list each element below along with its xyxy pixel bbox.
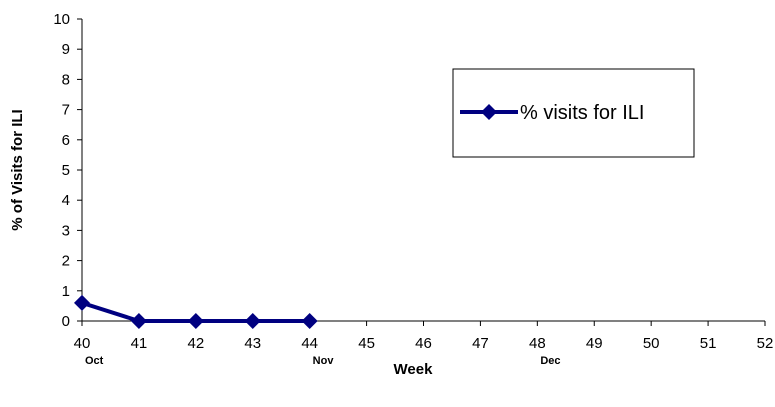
data-point-marker <box>74 294 90 311</box>
y-tick-label: 8 <box>62 71 70 88</box>
y-tick-label: 4 <box>62 192 70 209</box>
series-layer <box>74 294 318 329</box>
x-tick-label: 42 <box>187 335 204 352</box>
month-labels: Oct Nov Dec <box>85 355 561 367</box>
x-tick-label: 41 <box>131 335 148 352</box>
month-label: Nov <box>313 355 335 367</box>
legend-series-label: % visits for ILI <box>520 102 644 124</box>
y-tick-label: 2 <box>62 253 70 270</box>
y-tick-label: 1 <box>62 283 70 300</box>
data-point-marker <box>301 313 318 329</box>
y-ticks: 0 1 2 3 4 5 6 7 8 9 10 <box>53 11 82 330</box>
x-tick-label: 49 <box>586 335 603 352</box>
x-tick-label: 51 <box>700 335 717 352</box>
x-tick-label: 48 <box>529 335 546 352</box>
y-tick-label: 9 <box>62 41 70 58</box>
x-tick-label: 44 <box>301 335 318 352</box>
x-tick-label: 52 <box>757 335 774 352</box>
x-tick-label: 43 <box>244 335 261 352</box>
y-tick-label: 10 <box>53 11 70 28</box>
axes <box>81 19 765 322</box>
x-tick-label: 46 <box>415 335 432 352</box>
y-tick-label: 7 <box>62 102 70 119</box>
data-point-marker <box>130 313 147 329</box>
y-tick-label: 0 <box>62 313 70 330</box>
x-ticks: 40 41 42 43 44 45 46 47 48 49 50 51 52 <box>74 321 774 352</box>
month-label: Dec <box>540 355 560 367</box>
legend: % visits for ILI <box>452 68 695 158</box>
y-tick-label: 3 <box>62 222 70 239</box>
legend-series-marker <box>481 104 497 120</box>
x-tick-label: 45 <box>358 335 375 352</box>
y-tick-label: 5 <box>62 162 70 179</box>
data-point-marker <box>187 313 204 329</box>
x-tick-label: 47 <box>472 335 489 352</box>
x-tick-label: 40 <box>74 335 91 352</box>
data-point-marker <box>244 313 261 329</box>
x-axis-title: Week <box>394 361 434 378</box>
x-tick-label: 50 <box>643 335 660 352</box>
y-tick-label: 6 <box>62 132 70 149</box>
month-label: Oct <box>85 355 104 367</box>
y-axis-title: % of Visits for ILI <box>9 109 26 230</box>
